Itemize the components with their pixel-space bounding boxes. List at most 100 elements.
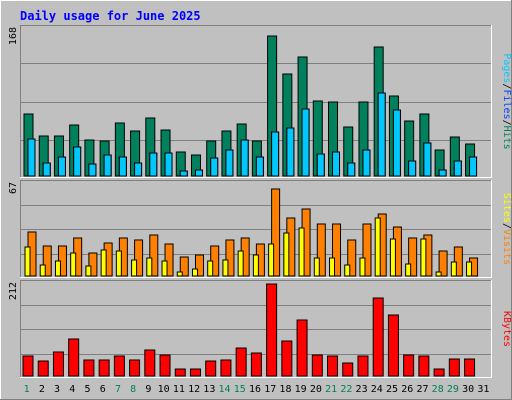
- x-tick-label: 2: [39, 384, 45, 395]
- pages-bar: [392, 109, 401, 177]
- visits-bar: [225, 239, 235, 277]
- legend-item-sites: Sites: [501, 193, 512, 223]
- x-tick-label: 19: [295, 384, 307, 395]
- pages-bar: [438, 169, 447, 177]
- x-tick-label: 26: [401, 384, 413, 395]
- pages-bar: [164, 152, 173, 177]
- x-tick-label: 17: [264, 384, 276, 395]
- pages-bar: [194, 169, 203, 177]
- visits-bar: [408, 237, 418, 277]
- kbytes-bar: [205, 360, 217, 377]
- pages-bar: [423, 142, 432, 177]
- visits-bar: [332, 223, 342, 277]
- sites-bar: [313, 257, 320, 277]
- x-tick-label: 6: [100, 384, 106, 395]
- x-tick-label: 23: [356, 384, 368, 395]
- x-tick-label: 7: [115, 384, 121, 395]
- x-tick-label: 16: [249, 384, 261, 395]
- kbytes-bar: [372, 297, 384, 377]
- sites-bar: [283, 232, 290, 277]
- sites-bar: [176, 271, 183, 277]
- kbytes-bar: [311, 354, 323, 377]
- pages-bar: [255, 156, 264, 177]
- kbytes-bar: [357, 355, 369, 377]
- kbytes-bar: [37, 360, 49, 377]
- sites-bar: [450, 261, 457, 277]
- visits-bar: [42, 245, 52, 277]
- visits-bar: [149, 234, 159, 277]
- sites-bar: [329, 257, 336, 277]
- x-tick-label: 29: [447, 384, 459, 395]
- x-tick-label: 21: [325, 384, 337, 395]
- x-tick-label: 28: [432, 384, 444, 395]
- kbytes-bar: [129, 359, 141, 377]
- sites-bar: [344, 264, 351, 277]
- x-tick-label: 31: [477, 384, 489, 395]
- pages-bar: [362, 149, 371, 177]
- kbytes-bar: [189, 368, 201, 377]
- kbytes-bar: [433, 368, 445, 377]
- pages-bar: [347, 162, 356, 177]
- x-tick-label: 13: [203, 384, 215, 395]
- pages-bar: [88, 163, 97, 177]
- sites-bar: [359, 257, 366, 277]
- legend-item-visits: Visits: [501, 229, 512, 265]
- kbytes-bar: [52, 351, 64, 377]
- legend: Pages/Files/Hits: [501, 53, 512, 149]
- sites-bar: [435, 271, 442, 277]
- kbytes-bar: [83, 359, 95, 377]
- x-tick-label: 4: [69, 384, 75, 395]
- legend-separator: /: [501, 83, 512, 89]
- sites-bar: [420, 238, 427, 277]
- x-tick-label: 25: [386, 384, 398, 395]
- sites-bar: [131, 259, 138, 277]
- x-tick-label: 20: [310, 384, 322, 395]
- sites-bar: [100, 249, 107, 277]
- visits-bar: [347, 239, 357, 277]
- visits-bar: [438, 250, 448, 277]
- x-tick-label: 12: [188, 384, 200, 395]
- sites-bar: [24, 246, 31, 277]
- pages-bar: [27, 138, 36, 177]
- kbytes-bar: [250, 352, 262, 377]
- legend-item-pages: Pages: [501, 53, 512, 83]
- visits-bar: [362, 223, 372, 277]
- kbytes-bar: [113, 355, 125, 377]
- sites-bar: [146, 257, 153, 277]
- x-tick-label: 11: [173, 384, 185, 395]
- pages-bar: [149, 152, 158, 177]
- kbytes-bar: [235, 347, 247, 377]
- pages-bar: [408, 160, 417, 177]
- pages-bar: [73, 146, 82, 177]
- legend: Sites/Visits: [501, 193, 512, 265]
- kbytes-bar: [266, 283, 278, 377]
- sites-bar: [85, 265, 92, 277]
- x-tick-label: 14: [219, 384, 231, 395]
- chart-title: Daily usage for June 2025: [20, 9, 201, 23]
- sites-bar: [405, 263, 412, 277]
- kbytes-panel: 212 KBytes: [8, 280, 512, 378]
- kbytes-bar: [281, 340, 293, 377]
- pages-bar: [225, 149, 234, 177]
- pages-bar: [240, 139, 249, 177]
- pages-bar: [179, 170, 188, 177]
- kbytes-bar: [144, 349, 156, 377]
- kbytes-bar: [464, 358, 476, 377]
- x-tick-label: 30: [462, 384, 474, 395]
- legend-item-hits: Hits: [501, 126, 512, 150]
- kbytes-bar: [220, 359, 232, 377]
- pages-bar: [118, 156, 127, 177]
- sites-bar: [252, 254, 259, 277]
- sites-bar: [161, 260, 168, 277]
- x-tick-label: 15: [234, 384, 246, 395]
- kbytes-bar: [327, 355, 339, 377]
- x-tick-label: 1: [24, 384, 30, 395]
- pages-bar: [316, 153, 325, 177]
- kbytes-bar: [448, 358, 460, 377]
- sites-bar: [115, 250, 122, 277]
- x-tick-label: 10: [158, 384, 170, 395]
- visits-bar: [316, 223, 326, 277]
- legend-item-kbytes: KBytes: [501, 311, 512, 347]
